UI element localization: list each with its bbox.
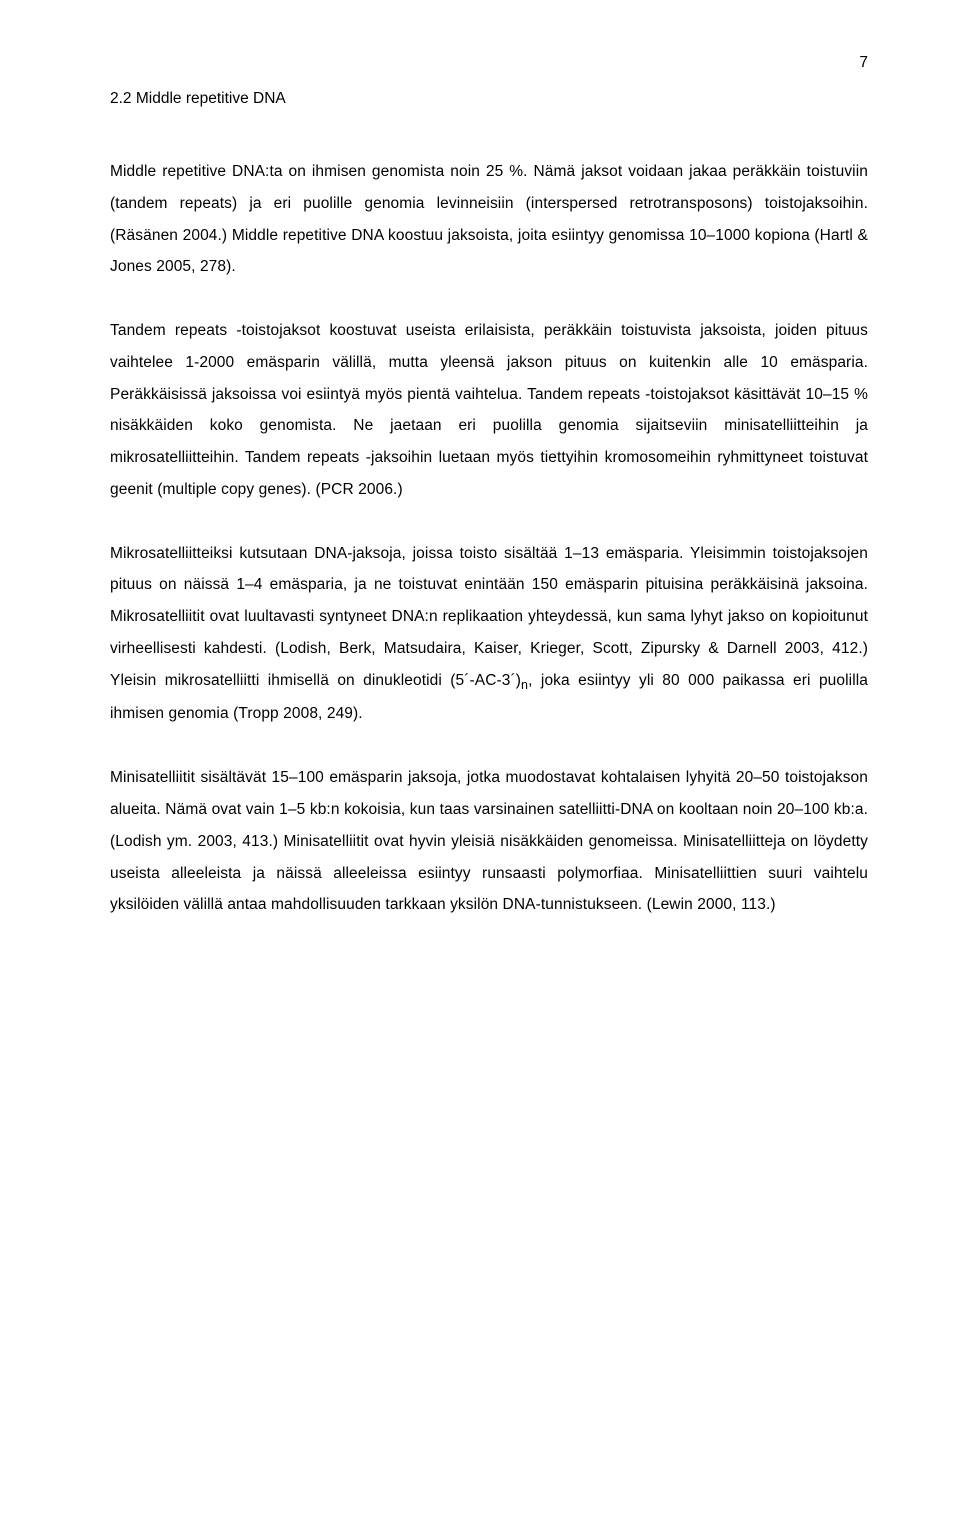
paragraph-3: Mikrosatelliitteiksi kutsutaan DNA-jakso… bbox=[110, 538, 868, 731]
paragraph-4: Minisatelliitit sisältävät 15–100 emäspa… bbox=[110, 762, 868, 921]
paragraph-1: Middle repetitive DNA:ta on ihmisen geno… bbox=[110, 156, 868, 283]
paragraph-2: Tandem repeats -toistojaksot koostuvat u… bbox=[110, 315, 868, 506]
section-heading: 2.2 Middle repetitive DNA bbox=[110, 90, 868, 108]
document-page: 7 2.2 Middle repetitive DNA Middle repet… bbox=[0, 0, 960, 1524]
page-number: 7 bbox=[859, 54, 868, 72]
paragraph-3-part-a: Mikrosatelliitteiksi kutsutaan DNA-jakso… bbox=[110, 545, 868, 689]
